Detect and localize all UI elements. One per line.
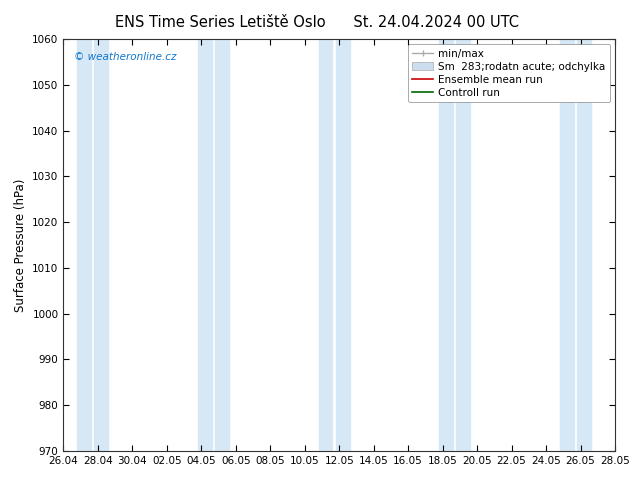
Bar [215,39,229,451]
Legend: min/max, Sm  283;rodatn acute; odchylka, Ensemble mean run, Controll run: min/max, Sm 283;rodatn acute; odchylka, … [408,45,610,102]
Bar [560,39,574,451]
Bar [77,39,91,451]
Bar [336,39,349,451]
Bar [198,39,212,451]
Bar [456,39,470,451]
Bar [318,39,332,451]
Bar [94,39,108,451]
Text: © weatheronline.cz: © weatheronline.cz [74,51,177,62]
Y-axis label: Surface Pressure (hPa): Surface Pressure (hPa) [14,178,27,312]
Bar [439,39,453,451]
Bar [577,39,591,451]
Text: ENS Time Series Letiště Oslo      St. 24.04.2024 00 UTC: ENS Time Series Letiště Oslo St. 24.04.2… [115,15,519,30]
